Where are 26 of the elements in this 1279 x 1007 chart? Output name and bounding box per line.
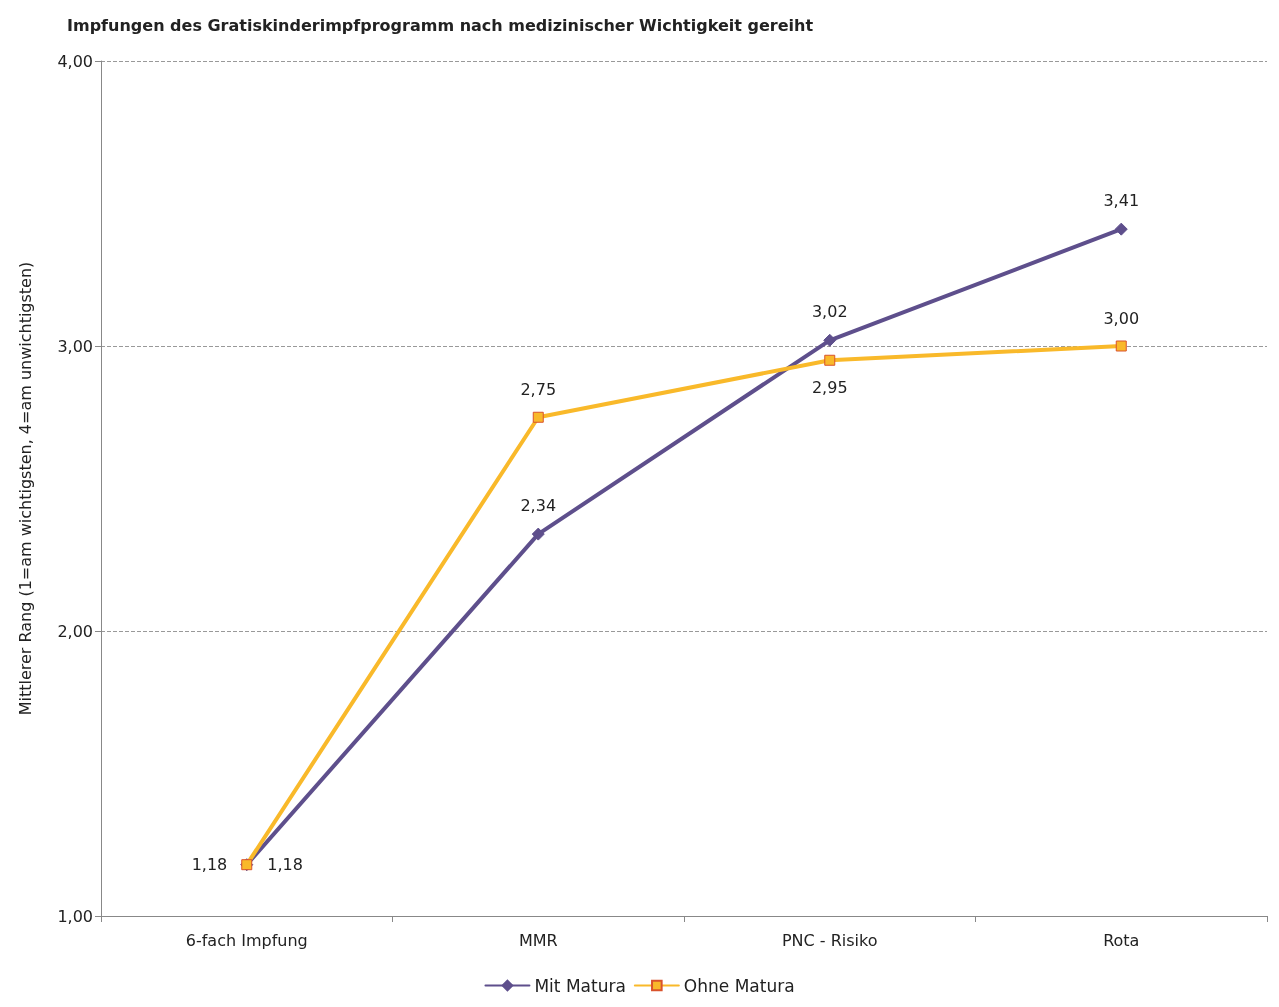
y-tick-label: 2,00	[57, 621, 93, 641]
x-tick-label: MMR	[518, 930, 558, 950]
data-label: 1,18	[267, 855, 303, 875]
data-label: 2,95	[811, 378, 848, 398]
y-tick-label: 4,00	[57, 51, 93, 71]
y-tick-label: 1,00	[57, 906, 93, 926]
point	[1115, 340, 1127, 352]
legend-label: Mit Matura	[534, 975, 626, 996]
point	[824, 354, 836, 366]
x-tick-label: Rota	[1103, 930, 1140, 950]
data-label: 3,41	[1103, 191, 1140, 211]
data-label: 3,02	[811, 302, 848, 322]
point	[531, 527, 545, 541]
data-label: 3,00	[1103, 309, 1140, 328]
point	[823, 333, 837, 347]
data-label: 2,34	[520, 496, 557, 516]
data-label: 2,75	[520, 380, 557, 400]
x-tick-label: PNC - Risiko	[781, 930, 878, 950]
point	[1114, 222, 1128, 236]
legend-label: Ohne Matura	[683, 975, 795, 996]
point	[532, 411, 544, 423]
y-axis-title: Mittlerer Rang (1=am wichtigsten, 4=am unwichtigsten)	[15, 261, 35, 716]
y-tick-label: 3,00	[57, 336, 93, 356]
data-label: 1,18	[191, 855, 228, 875]
x-tick-label: 6-fach Impfung	[185, 930, 308, 950]
chart-title: Impfungen des Gratiskinderimpfprogramm nach medizinischer Wichtigkeit gereiht	[67, 15, 814, 35]
